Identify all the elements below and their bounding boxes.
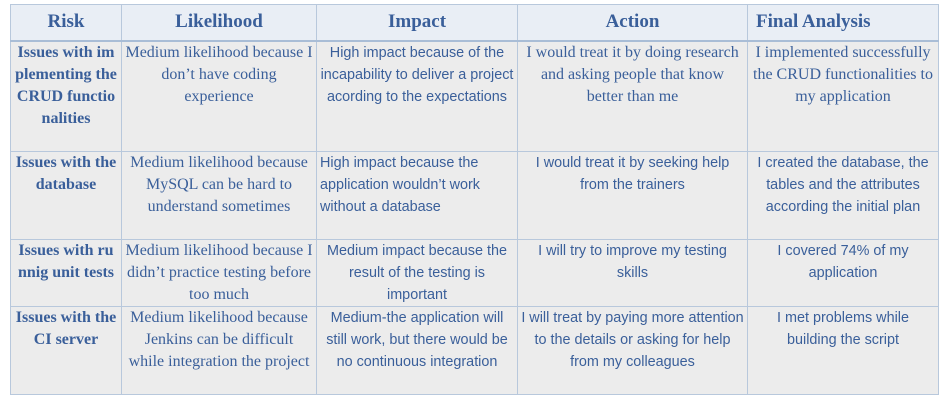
impact-cell: Medium impact because the result of the … bbox=[316, 239, 518, 307]
risk-cell: Issues with runnig unit tests bbox=[10, 239, 122, 307]
table-row: Issues with implementing the CRUD functi… bbox=[10, 40, 939, 152]
header-risk: Risk bbox=[10, 4, 122, 42]
header-likelihood: Likelihood bbox=[121, 4, 317, 42]
final-analysis-cell: I created the database, the tables and t… bbox=[747, 151, 939, 240]
header-action: Action bbox=[517, 4, 748, 42]
impact-cell: High impact because of the incapability … bbox=[316, 40, 518, 152]
action-cell: I would treat it by doing research and a… bbox=[517, 40, 748, 152]
final-analysis-cell: I implemented successfully the CRUD func… bbox=[747, 40, 939, 152]
final-analysis-cell: I met problems while building the script bbox=[747, 306, 939, 395]
action-cell: I will try to improve my testing skills bbox=[517, 239, 748, 307]
table-header-row: Risk Likelihood Impact Action Final Anal… bbox=[10, 4, 939, 42]
table-row: Issues with the database Medium likeliho… bbox=[10, 151, 939, 240]
action-cell: I would treat it by seeking help from th… bbox=[517, 151, 748, 240]
table-row: Issues with the CI server Medium likelih… bbox=[10, 306, 939, 395]
risk-cell: Issues with the database bbox=[10, 151, 122, 240]
header-impact: Impact bbox=[316, 4, 518, 42]
table-row: Issues with runnig unit tests Medium lik… bbox=[10, 239, 939, 307]
risk-analysis-table: Risk Likelihood Impact Action Final Anal… bbox=[10, 4, 939, 395]
likelihood-cell: Medium likelihood because Jenkins can be… bbox=[121, 306, 317, 395]
risk-cell: Issues with implementing the CRUD functi… bbox=[10, 40, 122, 152]
action-cell: I will treat by paying more attention to… bbox=[517, 306, 748, 395]
risk-cell: Issues with the CI server bbox=[10, 306, 122, 395]
likelihood-cell: Medium likelihood because MySQL can be h… bbox=[121, 151, 317, 240]
likelihood-cell: Medium likelihood because I didn’t pract… bbox=[121, 239, 317, 307]
header-final-analysis: Final Analysis bbox=[747, 4, 939, 42]
final-analysis-cell: I covered 74% of my application bbox=[747, 239, 939, 307]
impact-cell: High impact because the application woul… bbox=[316, 151, 518, 240]
likelihood-cell: Medium likelihood because I don’t have c… bbox=[121, 40, 317, 152]
impact-cell: Medium-the application will still work, … bbox=[316, 306, 518, 395]
